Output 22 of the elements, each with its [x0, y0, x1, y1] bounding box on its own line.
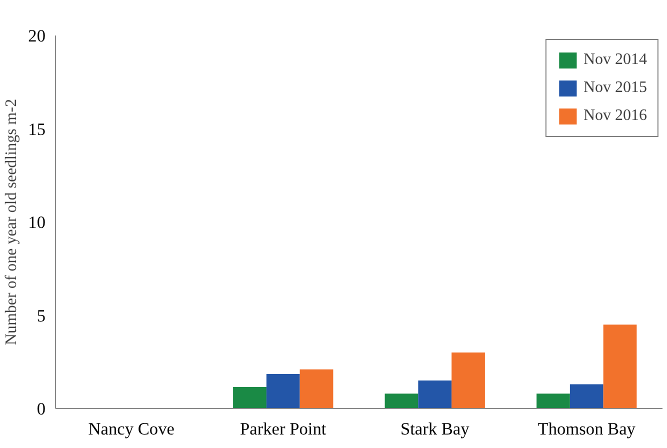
- bar: [384, 394, 418, 408]
- bar: [233, 387, 266, 408]
- y-tick-label: 15: [28, 120, 46, 139]
- bar: [536, 394, 570, 408]
- y-tick-label: 20: [28, 26, 46, 46]
- bar: [266, 374, 300, 408]
- x-tick-label: Nancy Cove: [88, 420, 175, 438]
- x-tick-label: Thomson Bay: [538, 420, 636, 438]
- bar: [603, 324, 637, 408]
- legend-label: Nov 2015: [583, 79, 647, 97]
- bar: [452, 352, 485, 408]
- bar: [418, 380, 452, 408]
- y-tick-label: 10: [28, 213, 46, 232]
- x-tick-label: Parker Point: [240, 420, 326, 438]
- legend-label: Nov 2016: [583, 107, 647, 125]
- y-tick-label: 5: [36, 306, 46, 326]
- bar: [300, 369, 334, 408]
- x-tick-label: Stark Bay: [400, 420, 470, 438]
- y-axis-title: Number of one year old seedlings m-2: [3, 98, 20, 346]
- y-tick-label: 0: [36, 400, 46, 418]
- legend-label: Nov 2014: [583, 51, 647, 69]
- bar: [570, 384, 604, 408]
